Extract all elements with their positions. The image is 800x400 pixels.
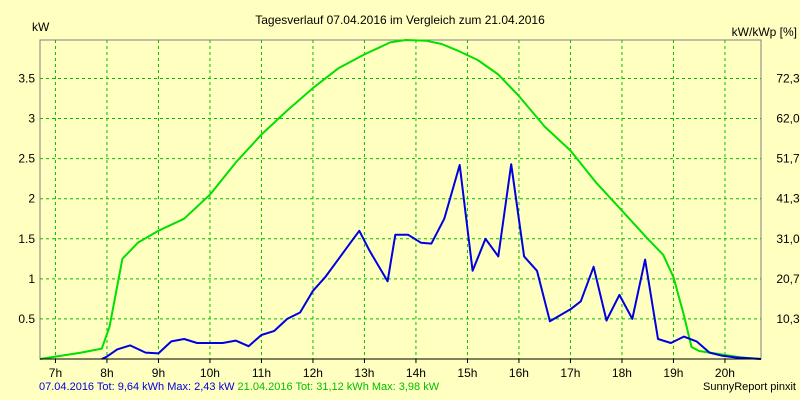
y-tick-label-left-0: 0.5 xyxy=(18,312,35,326)
x-tick-label-8: 15h xyxy=(457,366,477,380)
x-tick-label-11: 18h xyxy=(612,366,632,380)
x-tick-label-4: 11h xyxy=(252,366,271,380)
y-tick-label-left-5: 3 xyxy=(28,112,35,126)
y-tick-label-left-1: 1 xyxy=(28,272,35,286)
x-tick-label-5: 12h xyxy=(303,366,323,380)
y-axis-label-right: kW/kWp [%] xyxy=(732,25,797,39)
footer-credit: SunnyReport pinxit xyxy=(703,381,796,393)
x-tick-label-1: 8h xyxy=(100,366,113,380)
y-tick-label-right-3: 41,3 xyxy=(776,192,800,206)
footer-series-1: 07.04.2016 Tot: 9,64 kWh Max: 2,43 kW 21… xyxy=(39,381,439,393)
tick-labels: 7h 8h 9h 10h 11h 12h 13h 14h 15h 16h 17h 18h 19h 20h 0… xyxy=(18,71,800,380)
x-tick-label-6: 13h xyxy=(354,366,374,380)
x-tick-label-3: 10h xyxy=(200,366,220,380)
x-tick-label-10: 17h xyxy=(560,366,580,380)
y-tick-label-left-2: 1.5 xyxy=(18,232,35,246)
y-tick-label-right-1: 20,7 xyxy=(776,272,800,286)
x-tick-label-7: 14h xyxy=(406,366,426,380)
chart-title: Tagesverlauf 07.04.2016 im Vergleich zum… xyxy=(255,13,545,27)
x-tick-label-12: 19h xyxy=(663,366,683,380)
y-tick-label-left-4: 2.5 xyxy=(18,152,35,166)
footer-stats-green: 21.04.2016 Tot: 31,12 kWh Max: 3,98 kW xyxy=(237,381,440,393)
grid-lines xyxy=(40,40,761,359)
x-tick-label-13: 20h xyxy=(715,366,735,380)
y-tick-label-left-3: 2 xyxy=(28,192,35,206)
y-axis-label-left: kW xyxy=(32,20,50,34)
footer-stats-blue: 07.04.2016 Tot: 9,64 kWh Max: 2,43 kW xyxy=(39,381,235,393)
y-tick-label-right-6: 72,3 xyxy=(776,71,800,85)
x-tick-label-2: 9h xyxy=(152,366,165,380)
y-tick-label-left-6: 3.5 xyxy=(18,71,35,85)
series-layer xyxy=(39,39,762,360)
series-line-2 xyxy=(101,163,762,360)
y-tick-label-right-2: 31,0 xyxy=(776,232,800,246)
x-tick-label-0: 7h xyxy=(49,366,62,380)
series-line-1 xyxy=(39,39,762,360)
x-tick-label-9: 16h xyxy=(509,366,529,380)
y-tick-label-right-5: 62,0 xyxy=(776,112,800,126)
y-tick-label-right-0: 10,3 xyxy=(776,312,800,326)
y-tick-label-right-4: 51,7 xyxy=(776,152,800,166)
